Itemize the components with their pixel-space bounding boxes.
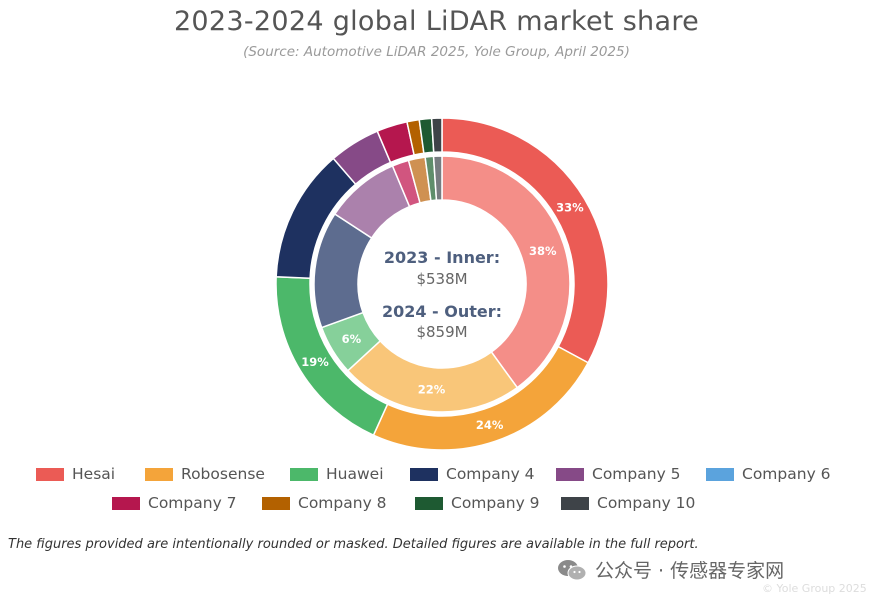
legend-swatch-company-5 xyxy=(556,467,584,481)
legend-swatch-company-10 xyxy=(561,496,589,510)
legend-swatch-company-4 xyxy=(410,467,438,481)
legend-item-company-9: Company 9 xyxy=(415,494,561,512)
inner-slice-company-10 xyxy=(432,155,443,201)
legend-item-huawei: Huawei xyxy=(290,465,410,483)
legend-label-company-5: Company 5 xyxy=(592,465,681,483)
inner-label-hesai: 38% xyxy=(529,244,557,258)
outer-label-hesai: 33% xyxy=(556,201,584,215)
inner-label-robosense: 22% xyxy=(418,382,446,396)
legend-swatch-hesai xyxy=(36,467,64,481)
legend-item-hesai: Hesai xyxy=(36,465,145,483)
legend-label-hesai: Hesai xyxy=(72,465,116,483)
legend-item-company-7: Company 7 xyxy=(112,494,262,512)
donut-chart: 38% 22% 6% 33% 24% 19% 2023 - Inner: $538M 20… xyxy=(275,117,609,451)
inner-slice-hesai xyxy=(441,155,571,389)
legend-swatch-company-9 xyxy=(415,496,443,510)
watermark: 公众号 · 传感器专家网 xyxy=(557,556,784,583)
legend-label-company-4: Company 4 xyxy=(446,465,535,483)
legend-item-company-8: Company 8 xyxy=(262,494,415,512)
legend-swatch-company-8 xyxy=(262,496,290,510)
footnote: The figures provided are intentionally r… xyxy=(8,537,699,552)
legend-label-company-10: Company 10 xyxy=(597,494,696,512)
legend-label-company-6: Company 6 xyxy=(742,465,831,483)
legend-label-robosense: Robosense xyxy=(181,465,265,483)
outer-label-huawei: 19% xyxy=(301,355,329,369)
wechat-icon xyxy=(558,559,587,580)
outer-label-robosense: 24% xyxy=(476,418,504,432)
legend-label-huawei: Huawei xyxy=(326,465,384,483)
legend-item-robosense: Robosense xyxy=(145,465,290,483)
legend-swatch-huawei xyxy=(290,467,318,481)
inner-label-huawei: 6% xyxy=(342,332,362,346)
legend-row-2: Company 7 Company 8 Company 9 Company 10 xyxy=(112,494,695,512)
center-outer-label: 2024 - Outer: xyxy=(382,302,502,321)
legend-row-1: Hesai Robosense Huawei Company 4 Company… xyxy=(36,465,831,483)
legend-item-company-4: Company 4 xyxy=(410,465,556,483)
legend-swatch-company-6 xyxy=(706,467,734,481)
legend-label-company-7: Company 7 xyxy=(148,494,237,512)
legend-label-company-8: Company 8 xyxy=(298,494,387,512)
chart-title: 2023-2024 global LiDAR market share xyxy=(173,6,700,37)
center-inner-label: 2023 - Inner: xyxy=(384,248,500,267)
legend-item-company-10: Company 10 xyxy=(561,494,695,512)
legend-label-company-9: Company 9 xyxy=(451,494,540,512)
outer-slice-company-10 xyxy=(430,117,443,154)
legend-item-company-5: Company 5 xyxy=(556,465,706,483)
watermark-text: 公众号 · 传感器专家网 xyxy=(595,560,785,582)
legend-swatch-robosense xyxy=(145,467,173,481)
center-inner-total: $538M xyxy=(416,270,467,288)
legend-swatch-company-7 xyxy=(112,496,140,510)
chart-subtitle: (Source: Automotive LiDAR 2025, Yole Gro… xyxy=(243,44,630,60)
center-outer-total: $859M xyxy=(416,323,467,341)
copyright-text: © Yole Group 2025 xyxy=(762,582,867,595)
legend-item-company-6: Company 6 xyxy=(706,465,831,483)
